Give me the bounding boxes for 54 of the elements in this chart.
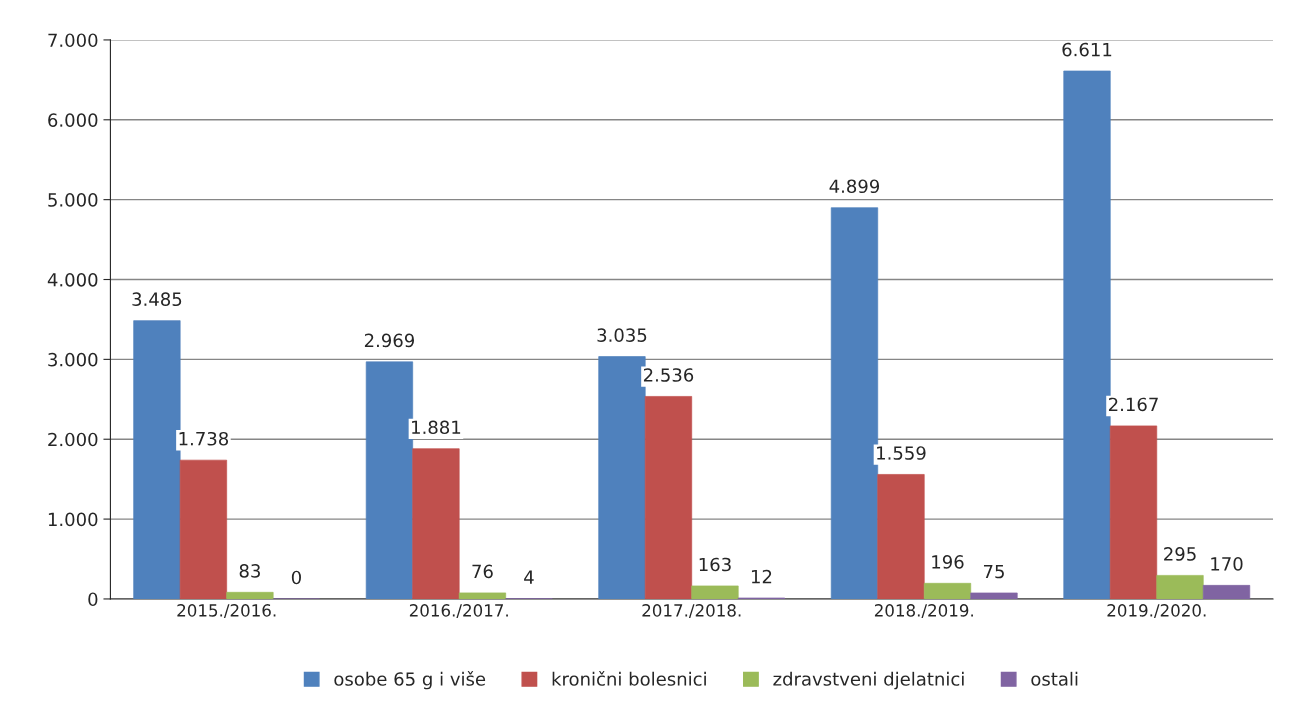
data-label: 83: [239, 564, 260, 578]
legend-label: osobe 65 g i više: [334, 671, 486, 690]
data-label: 6.611: [1062, 42, 1112, 57]
bar: [365, 361, 414, 599]
data-label: 4: [524, 570, 534, 584]
y-tick-label: 1.000: [48, 512, 98, 527]
bar: [1109, 425, 1158, 599]
x-tick-label: 2018./2019.: [874, 604, 973, 619]
data-label: 12: [751, 569, 772, 584]
bar: [226, 591, 274, 599]
bar: [458, 592, 507, 599]
data-label: 2.536: [643, 368, 694, 382]
bar: [877, 474, 925, 599]
bar: [1063, 70, 1111, 599]
bar: [830, 207, 879, 599]
legend-label: zdravstveni djelatnici: [773, 671, 964, 690]
bar: [691, 585, 739, 599]
data-label: 1.881: [412, 420, 461, 435]
y-tick-label: 3.000: [48, 352, 98, 367]
data-label: 163: [699, 557, 731, 572]
y-tick-label: 2.000: [48, 432, 98, 447]
data-label: 0: [291, 570, 301, 585]
data-label: 196: [932, 555, 964, 569]
y-tick-label: 7.000: [48, 33, 98, 48]
y-tick-label: 4.000: [47, 272, 98, 287]
x-tick-label: 2017./2018.: [642, 604, 741, 619]
data-label: 2.167: [1108, 397, 1158, 412]
y-tick-label: 0: [88, 592, 98, 607]
x-tick-label: 2015./2016.: [177, 604, 276, 619]
y-tick-label: 5.000: [48, 193, 98, 207]
bar: [923, 582, 972, 599]
x-tick-label: 2016./2017.: [409, 604, 508, 619]
data-label: 3.485: [132, 292, 182, 307]
data-label: 2.969: [364, 333, 415, 348]
data-label: 170: [1211, 557, 1243, 571]
bar: [970, 592, 1018, 599]
data-label: 75: [983, 564, 1004, 579]
data-label: 1.559: [877, 446, 926, 460]
bar: [1156, 575, 1204, 599]
bar: [133, 320, 181, 599]
y-tick-label: 6.000: [48, 113, 98, 127]
data-label: 76: [472, 564, 493, 579]
x-tick-label: 2019./2020.: [1107, 604, 1206, 619]
bar: [598, 356, 646, 599]
bar: [1202, 585, 1251, 599]
data-label: 4.899: [829, 179, 880, 194]
data-label: 295: [1164, 547, 1196, 561]
bar: [412, 448, 460, 599]
bar: [179, 459, 228, 599]
bar: [644, 396, 693, 599]
data-label: 3.035: [597, 328, 647, 342]
data-label: 1.738: [179, 431, 229, 446]
legend-label: ostali: [1031, 671, 1078, 686]
legend-label: kronični bolesnici: [552, 671, 706, 686]
